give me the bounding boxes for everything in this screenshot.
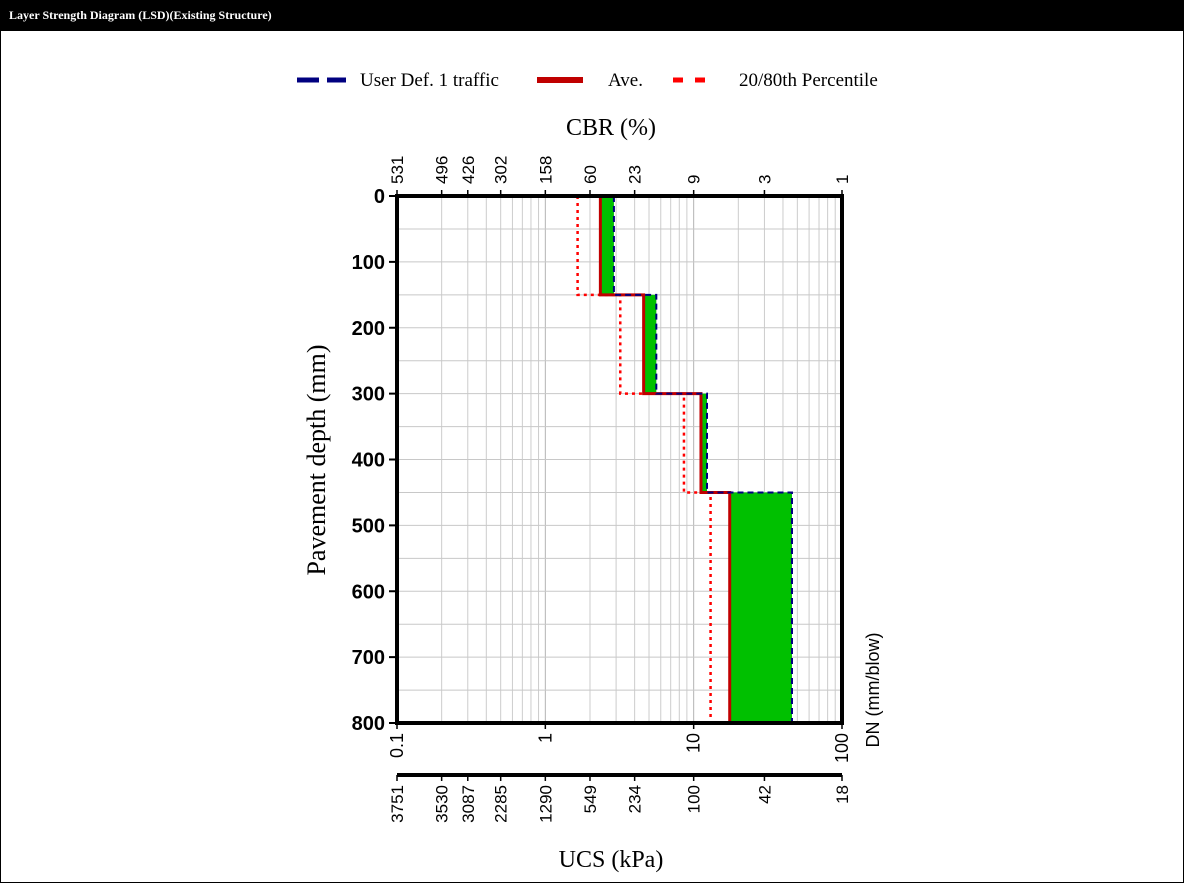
- layer-fill-2: [643, 294, 657, 394]
- top-axis-title: CBR (%): [566, 115, 656, 141]
- series-user-def-line: [612, 196, 793, 723]
- top-tick-label: 9: [685, 175, 704, 184]
- bottom-tick-label: 1290: [536, 785, 555, 823]
- top-tick-label: 23: [626, 165, 645, 184]
- top-tick-label: 158: [536, 156, 555, 184]
- bottom-axis-title: UCS (kPa): [559, 847, 664, 873]
- y-tick-label: 0: [374, 186, 385, 208]
- top-tick-label: 531: [388, 156, 407, 184]
- y-tick-label: 200: [352, 318, 385, 340]
- top-tick-label: 3: [755, 175, 774, 184]
- y-tick-label: 400: [352, 450, 385, 472]
- bottom-tick-label: 100: [685, 785, 704, 813]
- series-average-line: [598, 196, 732, 723]
- y-tick-label: 300: [352, 384, 385, 406]
- axes: 0 100 200 300 400 500 600 700 800 531 496 426 302 158…: [352, 156, 852, 823]
- legend: User Def. 1 traffic Ave. 20/80th Percent…: [297, 70, 878, 91]
- layer-fill-3: [700, 393, 708, 493]
- title-bar: Layer Strength Diagram (LSD)(Existing St…: [1, 1, 1183, 31]
- layer-fills: [600, 196, 792, 723]
- x-axis-title: DN (mm/blow): [863, 633, 883, 748]
- x-tick-label: 100: [832, 733, 852, 763]
- layer-fill-1: [600, 196, 614, 295]
- legend-label-average: Ave.: [608, 70, 643, 91]
- x-tick-label: 1: [535, 733, 555, 743]
- y-tick-label: 700: [352, 647, 385, 669]
- bottom-tick-label: 42: [755, 785, 774, 804]
- bottom-tick-label: 3751: [388, 785, 407, 823]
- bottom-tick-label: 3530: [433, 785, 452, 823]
- y-tick-label: 500: [352, 515, 385, 537]
- legend-label-percentile: 20/80th Percentile: [739, 70, 878, 91]
- x-tick-label: 10: [684, 733, 704, 753]
- y-tick-label: 800: [352, 713, 385, 735]
- legend-label-user-def: User Def. 1 traffic: [360, 70, 499, 91]
- bottom-tick-label: 3087: [459, 785, 478, 823]
- bottom-tick-label: 549: [581, 785, 600, 813]
- x-tick-label: 0.1: [387, 733, 407, 758]
- top-tick-label: 496: [433, 156, 452, 184]
- bottom-tick-label: 234: [626, 785, 645, 813]
- top-tick-label: 302: [492, 156, 511, 184]
- series-lines: [576, 196, 793, 723]
- y-tick-label: 600: [352, 581, 385, 603]
- top-tick-label: 1: [833, 175, 852, 184]
- bottom-tick-label: 18: [833, 785, 852, 804]
- series-percentile-line: [576, 196, 712, 723]
- bottom-tick-label: 2285: [492, 785, 511, 823]
- y-tick-label: 100: [352, 252, 385, 274]
- top-tick-label: 426: [459, 156, 478, 184]
- top-tick-label: 60: [581, 165, 600, 184]
- window-title: Layer Strength Diagram (LSD)(Existing St…: [9, 8, 272, 22]
- y-axis-title: Pavement depth (mm): [302, 344, 331, 575]
- layer-fill-4: [729, 492, 792, 723]
